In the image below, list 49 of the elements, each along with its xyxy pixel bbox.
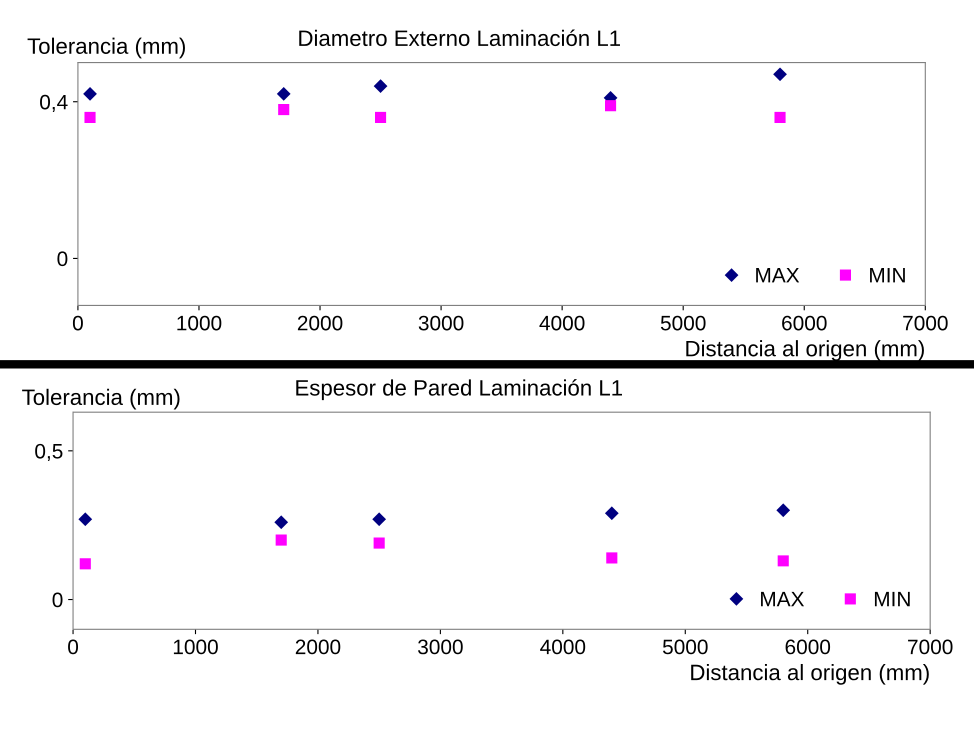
x-tick-label: 0 bbox=[72, 316, 83, 330]
point bbox=[83, 87, 97, 101]
point bbox=[278, 104, 290, 116]
point bbox=[372, 512, 386, 526]
x-tick-label: 4000 bbox=[539, 316, 584, 330]
chart-title: Diametro Externo Laminación L1 bbox=[299, 30, 620, 46]
x-tick-label: 6000 bbox=[782, 316, 827, 330]
point bbox=[778, 555, 789, 566]
point bbox=[374, 79, 388, 93]
legend-label: MAX bbox=[761, 592, 804, 606]
point bbox=[276, 534, 287, 546]
x-tick-label: 5000 bbox=[660, 316, 706, 330]
y-tick-label: 0,5 bbox=[35, 444, 62, 462]
point bbox=[606, 552, 618, 564]
x-tick-label: 1000 bbox=[177, 316, 222, 330]
point bbox=[776, 503, 790, 518]
legend-label: MIN bbox=[874, 592, 910, 606]
x-axis-title: Distancia al origen (mm) bbox=[686, 340, 924, 361]
point bbox=[276, 87, 291, 101]
point bbox=[604, 506, 619, 520]
y-tick-label: 0 bbox=[57, 251, 68, 266]
x-tick-label: 7000 bbox=[903, 316, 948, 330]
legend-label: MAX bbox=[756, 268, 800, 282]
x-tick-label: 7000 bbox=[908, 640, 953, 654]
x-tick-label: 6000 bbox=[786, 640, 830, 654]
point bbox=[774, 112, 786, 123]
point bbox=[375, 112, 386, 123]
point bbox=[605, 100, 616, 112]
point bbox=[274, 515, 288, 530]
x-tick-label: 3000 bbox=[418, 640, 463, 654]
point bbox=[773, 67, 787, 82]
point bbox=[78, 512, 92, 526]
x-tick-label: 4000 bbox=[540, 640, 586, 654]
y-axis-title: Tolerancia (mm) bbox=[22, 388, 180, 410]
x-tick-label: 2000 bbox=[296, 640, 340, 654]
y-tick-label: 0,4 bbox=[40, 94, 68, 112]
chart-title: Espesor de Pared Laminación L1 bbox=[296, 379, 622, 400]
legend-label: MIN bbox=[870, 268, 905, 282]
x-tick-label: 2000 bbox=[298, 316, 342, 330]
y-tick-label: 0 bbox=[52, 592, 63, 608]
point bbox=[374, 537, 385, 549]
x-tick-label: 3000 bbox=[418, 316, 464, 330]
x-tick-label: 5000 bbox=[662, 640, 708, 654]
point bbox=[84, 112, 96, 123]
x-tick-label: 0 bbox=[68, 640, 78, 654]
x-axis-title: Distancia al origen (mm) bbox=[691, 664, 929, 685]
x-tick-label: 1000 bbox=[174, 640, 218, 654]
y-axis-title: Tolerancia (mm) bbox=[28, 38, 185, 58]
point bbox=[80, 558, 91, 570]
